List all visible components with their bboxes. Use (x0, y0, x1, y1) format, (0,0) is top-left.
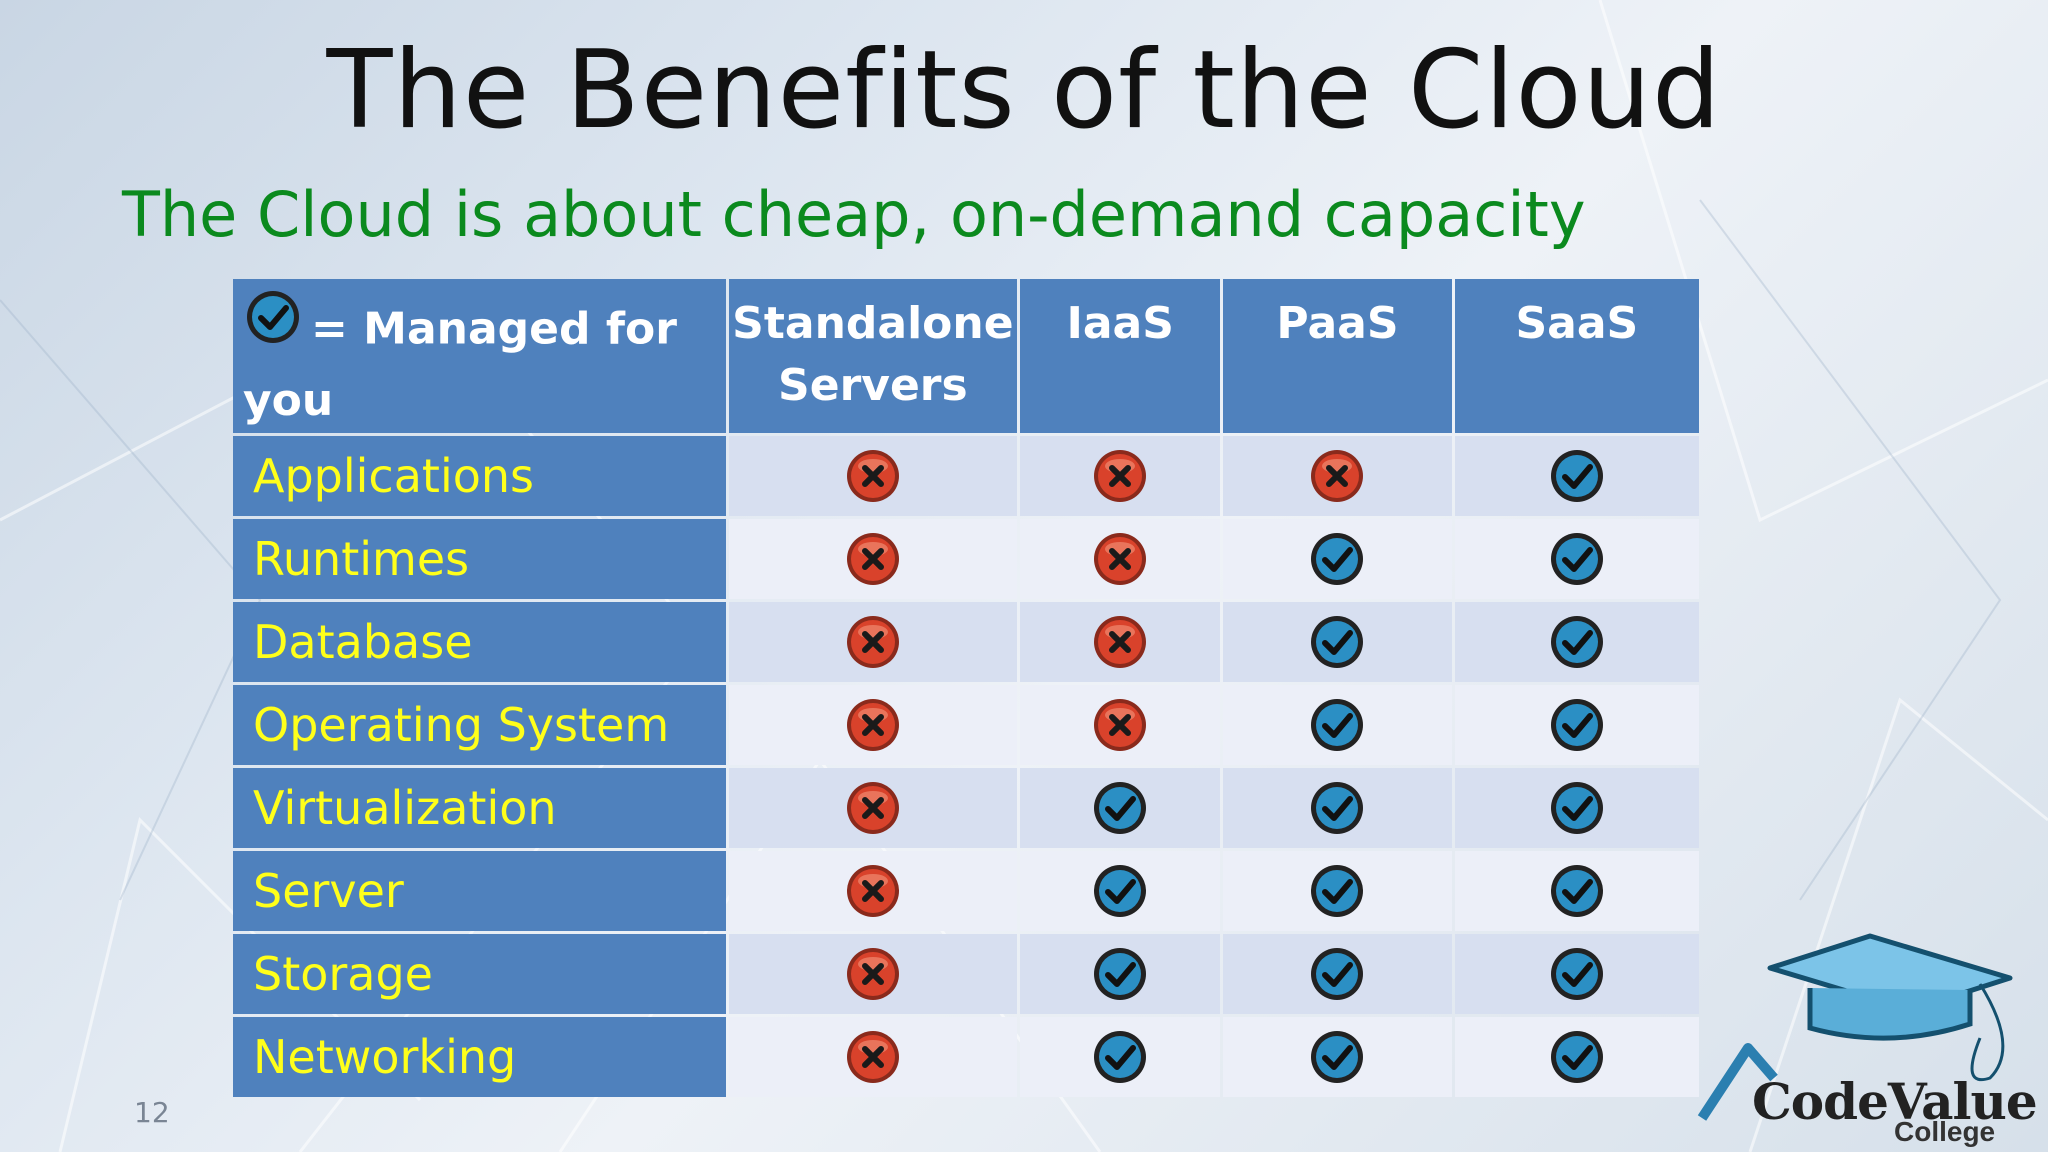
table-cell (1223, 436, 1452, 516)
table-cell (728, 1017, 1018, 1097)
row-label: Storage (233, 934, 726, 1014)
table-cell (1454, 519, 1699, 599)
column-header: PaaS (1223, 279, 1452, 433)
table-cell (1454, 685, 1699, 765)
row-label: Applications (233, 436, 726, 516)
table-row: Server (233, 851, 1699, 931)
row-label: Operating System (233, 685, 726, 765)
cross-icon (843, 861, 903, 921)
table-cell (1020, 436, 1221, 516)
row-label: Virtualization (233, 768, 726, 848)
table-cell (1020, 851, 1221, 931)
comparison-table: = Managed for you Standalone Servers Iaa… (230, 276, 1702, 1100)
table-cell (1223, 685, 1452, 765)
check-icon (1090, 778, 1150, 838)
row-label: Runtimes (233, 519, 726, 599)
table-cell (1020, 768, 1221, 848)
table-cell (1020, 602, 1221, 682)
cross-icon (843, 446, 903, 506)
column-header: IaaS (1020, 279, 1221, 433)
cross-icon (1307, 446, 1367, 506)
legend-header: = Managed for you (233, 279, 726, 433)
table-row: Applications (233, 436, 1699, 516)
table-cell (728, 768, 1018, 848)
table-cell (1223, 519, 1452, 599)
table-row: Database (233, 602, 1699, 682)
table-cell (1223, 602, 1452, 682)
check-icon (1090, 944, 1150, 1004)
check-icon (1090, 1027, 1150, 1087)
table-cell (728, 851, 1018, 931)
check-icon (1307, 944, 1367, 1004)
table-cell (1223, 768, 1452, 848)
table-row: Runtimes (233, 519, 1699, 599)
cross-icon (1090, 529, 1150, 589)
check-icon (1547, 612, 1607, 672)
table-cell (1454, 436, 1699, 516)
check-icon (1307, 861, 1367, 921)
table-cell (1020, 685, 1221, 765)
table-cell (1020, 519, 1221, 599)
check-icon (1307, 778, 1367, 838)
check-icon (1307, 529, 1367, 589)
column-header: Standalone Servers (728, 279, 1018, 433)
row-label: Server (233, 851, 726, 931)
table-cell (728, 685, 1018, 765)
table-cell (728, 519, 1018, 599)
page-number: 12 (134, 1096, 170, 1129)
check-icon (243, 287, 303, 364)
table-cell (1454, 934, 1699, 1014)
check-icon (1547, 944, 1607, 1004)
logo-subtitle: College (1894, 1116, 1996, 1147)
logo-name: CodeValue (1752, 1072, 2038, 1131)
table-cell (1223, 1017, 1452, 1097)
cross-icon (1090, 446, 1150, 506)
table-cell (728, 436, 1018, 516)
column-header: SaaS (1454, 279, 1699, 433)
table-cell (1454, 602, 1699, 682)
table-header-row: = Managed for you Standalone Servers Iaa… (233, 279, 1699, 433)
slide-title: The Benefits of the Cloud (326, 28, 1722, 153)
table-cell (1454, 1017, 1699, 1097)
table-cell (1020, 934, 1221, 1014)
table-row: Networking (233, 1017, 1699, 1097)
check-icon (1307, 695, 1367, 755)
check-icon (1090, 861, 1150, 921)
cross-icon (843, 944, 903, 1004)
cross-icon (1090, 695, 1150, 755)
row-label: Networking (233, 1017, 726, 1097)
slide-subtitle: The Cloud is about cheap, on-demand capa… (122, 178, 1586, 251)
cross-icon (843, 778, 903, 838)
row-label: Database (233, 602, 726, 682)
table-cell (1223, 934, 1452, 1014)
legend-label: = Managed for you (243, 303, 677, 427)
check-icon (1547, 695, 1607, 755)
check-icon (1307, 1027, 1367, 1087)
table-cell (1454, 851, 1699, 931)
cross-icon (843, 1027, 903, 1087)
table-cell (1454, 768, 1699, 848)
check-icon (1307, 612, 1367, 672)
check-icon (1547, 529, 1607, 589)
check-icon (1547, 446, 1607, 506)
table-row: Storage (233, 934, 1699, 1014)
table-row: Virtualization (233, 768, 1699, 848)
cross-icon (843, 612, 903, 672)
cross-icon (843, 695, 903, 755)
table-cell (728, 934, 1018, 1014)
table-row: Operating System (233, 685, 1699, 765)
table-cell (728, 602, 1018, 682)
table-cell (1020, 1017, 1221, 1097)
cross-icon (1090, 612, 1150, 672)
check-icon (1547, 861, 1607, 921)
cross-icon (843, 529, 903, 589)
graduation-cap-logo-icon (1697, 933, 2013, 1121)
check-icon (1547, 778, 1607, 838)
check-icon (1547, 1027, 1607, 1087)
table-cell (1223, 851, 1452, 931)
